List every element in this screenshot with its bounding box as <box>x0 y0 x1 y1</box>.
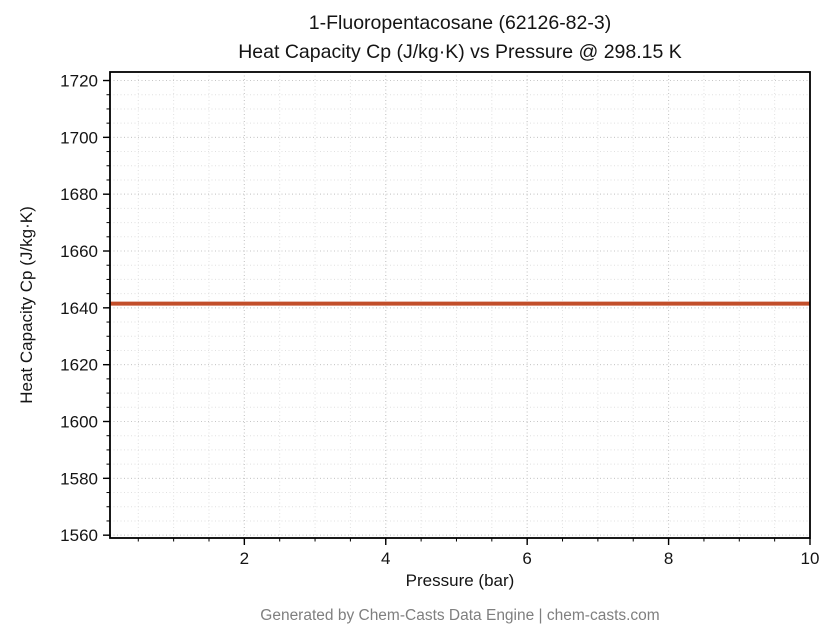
y-tick-label: 1660 <box>60 242 98 261</box>
y-tick-label: 1620 <box>60 356 98 375</box>
x-tick-label: 6 <box>522 549 531 568</box>
chart-title: 1-Fluoropentacosane (62126-82-3) Heat Ca… <box>84 9 836 67</box>
axis-ticks: 2 4 6 8 10 1560 1580 1600 1620 1640 1660 1680 1700 17… <box>60 72 819 568</box>
y-tick-label: 1640 <box>60 299 98 318</box>
y-tick-label: 1720 <box>60 72 98 91</box>
y-tick-label: 1580 <box>60 469 98 488</box>
chart-title-line2: Heat Capacity Cp (J/kg·K) vs Pressure @ … <box>238 41 682 63</box>
x-tick-label: 10 <box>801 549 820 568</box>
plot-border <box>109 71 811 539</box>
y-tick-label: 1680 <box>60 185 98 204</box>
x-tick-label: 8 <box>664 549 673 568</box>
x-tick-label: 2 <box>240 549 249 568</box>
y-axis-label: Heat Capacity Cp (J/kg·K) <box>17 206 36 404</box>
watermark-text: Generated by Chem-Casts Data Engine | ch… <box>260 607 660 624</box>
y-tick-label: 1560 <box>60 526 98 545</box>
y-tick-label: 1600 <box>60 413 98 432</box>
x-tick-label: 4 <box>381 549 390 568</box>
chart-title-line1: 1-Fluoropentacosane (62126-82-3) <box>308 12 612 34</box>
major-grid <box>110 72 811 538</box>
y-tick-label: 1700 <box>60 128 98 147</box>
x-axis-label: Pressure (bar) <box>405 571 515 590</box>
